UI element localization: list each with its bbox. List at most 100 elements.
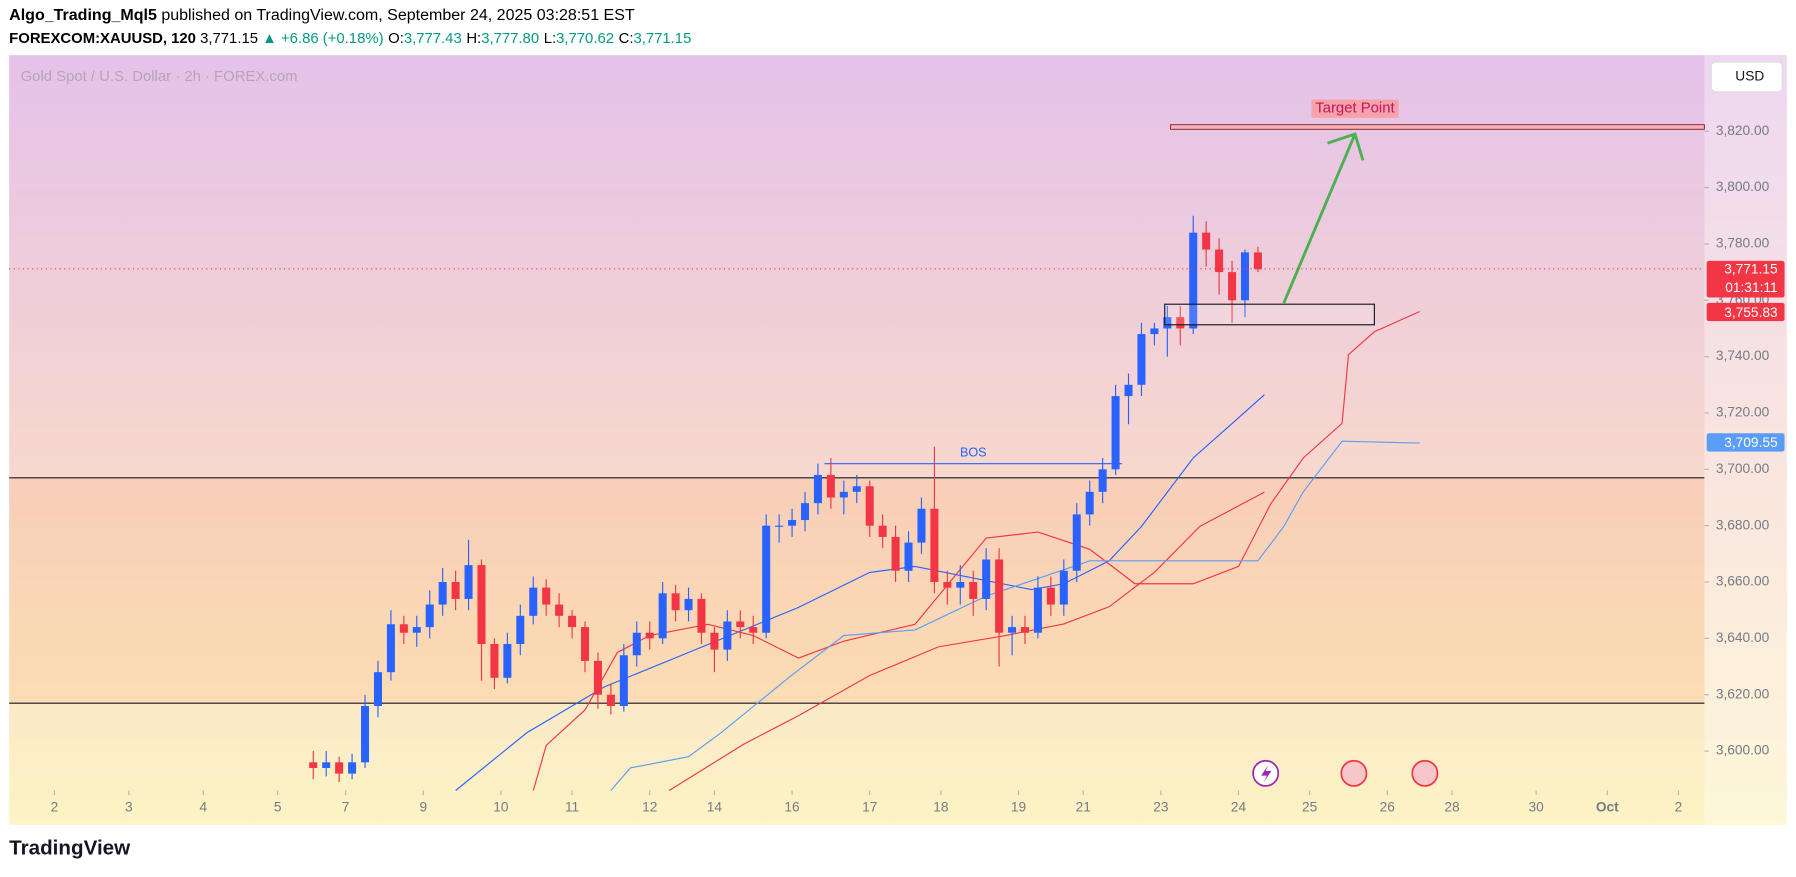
y-tick-label: 3,820.00 xyxy=(1716,123,1770,138)
candle-body xyxy=(904,542,913,571)
candle-body xyxy=(1008,627,1017,633)
x-tick-label: 16 xyxy=(784,799,800,814)
candle-body xyxy=(1253,252,1262,270)
candle-body xyxy=(671,593,680,611)
candle-body xyxy=(490,643,499,678)
y-tick-label: 3,780.00 xyxy=(1716,236,1770,251)
y-tick-label: 3,620.00 xyxy=(1716,686,1770,701)
candle-body xyxy=(1033,587,1042,633)
target-label: Target Point xyxy=(1315,101,1395,117)
x-tick-label: 23 xyxy=(1153,799,1169,814)
symbol-line: FOREXCOM:XAUUSD, 120 3,771.15 ▲ +6.86 (+… xyxy=(9,31,691,47)
candle-body xyxy=(568,615,577,628)
candle-body xyxy=(917,508,926,543)
candle-body xyxy=(477,565,486,644)
candle-body xyxy=(788,520,797,526)
currency-button[interactable] xyxy=(1710,61,1783,93)
candle-body xyxy=(361,705,370,763)
candle-body xyxy=(762,525,771,633)
candle-body xyxy=(1072,514,1081,571)
price-marker-label: 3,755.83 xyxy=(1724,305,1778,320)
target-line xyxy=(1170,124,1705,130)
candle-body xyxy=(1059,570,1068,605)
price-marker-label: 3,709.55 xyxy=(1724,435,1778,450)
candle-body xyxy=(373,672,382,706)
x-tick-label: 30 xyxy=(1529,799,1545,814)
y-tick-label: 3,720.00 xyxy=(1716,405,1770,420)
candle-body xyxy=(1098,469,1107,492)
y-tick-label: 3,640.00 xyxy=(1716,630,1770,645)
x-tick-label: 17 xyxy=(862,799,877,814)
current-price-box xyxy=(1706,260,1785,298)
price: 3,771.15 xyxy=(200,31,258,47)
candle-body xyxy=(813,474,822,504)
candle-body xyxy=(412,627,421,633)
ohlc-key: O: xyxy=(388,31,404,47)
event-icon[interactable] xyxy=(1411,759,1439,787)
candle-body xyxy=(464,565,473,599)
candle-body xyxy=(1228,272,1237,301)
header-line: Algo_Trading_Mql5 published on TradingVi… xyxy=(9,6,635,24)
candle-body xyxy=(943,582,952,588)
published: published on TradingView.com, September … xyxy=(161,6,635,24)
candle-body xyxy=(684,598,693,611)
candle-body xyxy=(956,582,965,588)
candle-body xyxy=(1189,232,1198,329)
candle-body xyxy=(775,525,784,527)
x-tick-label: 10 xyxy=(493,799,509,814)
candle-body xyxy=(619,655,628,706)
symbol: FOREXCOM:XAUUSD, 120 xyxy=(9,31,196,47)
candle-body xyxy=(1176,317,1185,329)
candle-body xyxy=(645,632,654,639)
x-tick-label: 9 xyxy=(419,799,427,814)
ohlc-key: H: xyxy=(466,31,481,47)
candle-body xyxy=(1085,491,1094,515)
x-tick-label: 28 xyxy=(1444,799,1460,814)
candle-body xyxy=(1150,328,1159,335)
arrow-head xyxy=(1327,132,1365,161)
candle-body xyxy=(1111,396,1120,470)
x-tick-label: 18 xyxy=(933,799,949,814)
candle-body xyxy=(1240,252,1249,301)
x-tick-label: 2 xyxy=(51,799,59,814)
y-tick-label: 3,660.00 xyxy=(1716,574,1770,589)
ohlc-value: 3,777.43 xyxy=(404,31,462,47)
candle-body xyxy=(826,474,835,498)
zone xyxy=(1164,303,1375,326)
x-tick-label: 25 xyxy=(1302,799,1318,814)
candle-body xyxy=(969,582,978,599)
events xyxy=(1252,759,1439,787)
plot-background xyxy=(9,55,1787,825)
candle-body xyxy=(542,587,551,605)
logo: TradingView xyxy=(9,836,131,859)
y-tick-label: 3,700.00 xyxy=(1716,461,1770,476)
candle-body xyxy=(800,503,810,521)
author: Algo_Trading_Mql5 xyxy=(9,6,157,24)
countdown: 01:31:11 xyxy=(1725,280,1777,295)
currency: USD xyxy=(1735,69,1764,84)
ohlc-key: L: xyxy=(544,31,556,47)
x-tick-label: 3 xyxy=(125,799,133,814)
x-tick-label: 19 xyxy=(1011,799,1026,814)
candle-body xyxy=(736,621,745,628)
x-tick-label: 14 xyxy=(707,799,723,814)
candle-body xyxy=(878,525,887,537)
price-marker xyxy=(1706,433,1785,452)
arrow xyxy=(1282,133,1357,304)
candle-body xyxy=(710,632,719,650)
y-tick-label: 3,740.00 xyxy=(1716,348,1770,363)
candle-body xyxy=(995,559,1004,633)
candle-body xyxy=(529,587,538,616)
candle-body xyxy=(451,582,460,599)
candle-body xyxy=(1202,232,1211,250)
candle-body xyxy=(348,762,357,774)
current-price-label: 3,771.15 xyxy=(1724,262,1778,277)
candle-body xyxy=(891,536,900,571)
event-icon[interactable] xyxy=(1340,759,1368,787)
candle-body xyxy=(1137,334,1146,385)
watermark: Gold Spot / U.S. Dollar · 2h · FOREX.com xyxy=(21,69,298,85)
candle-body xyxy=(839,491,848,498)
x-tick-label: 4 xyxy=(199,799,207,814)
